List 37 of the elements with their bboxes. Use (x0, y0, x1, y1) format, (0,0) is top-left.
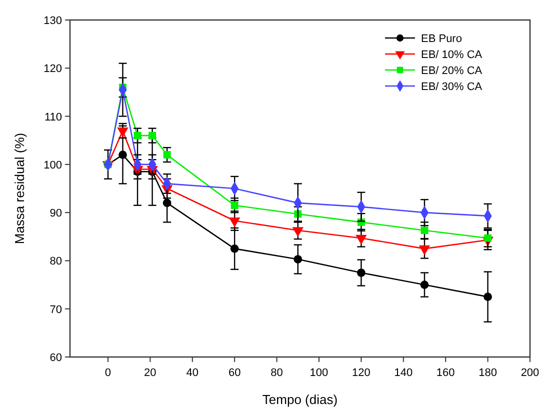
x-tick-label: 180 (478, 367, 497, 379)
x-tick-label: 20 (144, 367, 156, 379)
legend-label: EB/ 30% CA (421, 81, 483, 93)
point (230, 202, 238, 210)
point (134, 132, 142, 140)
point (294, 255, 302, 264)
x-tick-label: 60 (228, 367, 241, 379)
y-tick-label: 100 (44, 159, 62, 172)
y-tick-label: 110 (44, 111, 62, 124)
point (230, 244, 239, 253)
legend-label: EB/ 10% CA (421, 49, 483, 61)
y-tick-label: 60 (50, 352, 62, 364)
x-tick-label: 200 (520, 367, 540, 379)
point (420, 280, 429, 289)
y-tick-label: 90 (50, 208, 62, 220)
legend-label: EB/ 20% CA (421, 65, 483, 77)
y-tick-label: 130 (44, 15, 62, 27)
x-tick-label: 120 (352, 367, 370, 379)
point (357, 268, 366, 277)
point (148, 132, 156, 140)
y-tick-label: 120 (44, 63, 62, 76)
x-tick-label: 100 (310, 367, 328, 379)
point (484, 292, 492, 301)
x-axis-title: Tempo (dias) (262, 392, 338, 407)
y-tick-label: 80 (50, 256, 62, 268)
x-tick-label: 160 (436, 367, 455, 379)
x-tick-label: 0 (104, 367, 112, 379)
x-tick-label: 40 (186, 367, 199, 379)
legend-label: EB Puro (421, 33, 462, 45)
point (162, 198, 172, 208)
point (163, 151, 171, 159)
point (420, 226, 428, 234)
y-axis-title: Massa residual (%) (12, 132, 27, 244)
y-tick-label: 70 (50, 304, 62, 316)
x-tick-label: 140 (394, 367, 413, 379)
point (118, 150, 127, 159)
x-tick-label: 80 (270, 367, 283, 379)
